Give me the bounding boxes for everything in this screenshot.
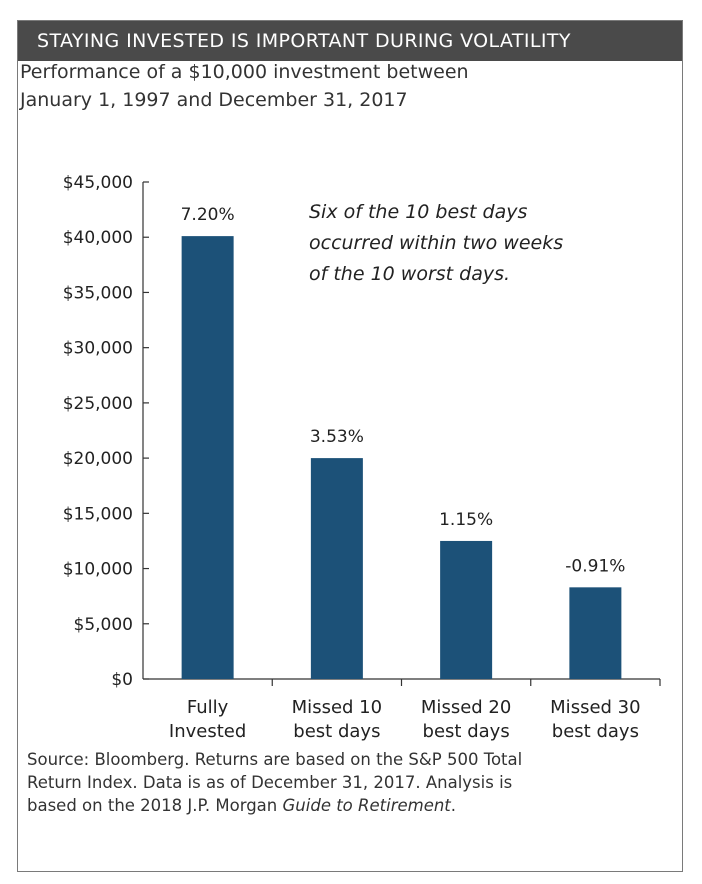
y-tick-label: $20,000 xyxy=(63,449,133,469)
chart-header: STAYING INVESTED IS IMPORTANT DURING VOL… xyxy=(18,21,682,61)
bars xyxy=(181,236,622,679)
chart-header-title: STAYING INVESTED IS IMPORTANT DURING VOL… xyxy=(37,30,571,52)
bar xyxy=(569,587,622,679)
x-category-label: best days xyxy=(293,721,380,742)
y-tick-label: $30,000 xyxy=(63,339,133,359)
source-line-2: Return Index. Data is as of December 31,… xyxy=(27,773,513,792)
source-line-3-prefix: based on the 2018 J.P. Morgan xyxy=(27,796,283,815)
source-guide-title: Guide to Retirement xyxy=(282,796,451,815)
x-category-label: Missed 20 xyxy=(421,697,511,718)
source-line-3-suffix: . xyxy=(450,796,457,815)
bar-chart: $0 $5,000 $10,000 $15,000 $20,000 $25,000 $30,… xyxy=(63,173,661,742)
x-category-label: Invested xyxy=(169,721,246,742)
bar-data-label: 1.15% xyxy=(439,510,493,530)
y-tick-label: $45,000 xyxy=(63,173,133,193)
bar-data-label: 3.53% xyxy=(310,427,364,447)
bar xyxy=(181,236,234,679)
chart-card: STAYING INVESTED IS IMPORTANT DURING VOL… xyxy=(17,20,683,872)
bar-data-label: 7.20% xyxy=(181,205,235,225)
y-tick-label: $0 xyxy=(111,670,133,690)
chart-annotation: Six of the 10 best days occurred within t… xyxy=(309,201,563,285)
y-tick-label: $35,000 xyxy=(63,283,133,303)
x-axis-labels: Fully Invested Missed 10 best days Missed 20… xyxy=(169,679,661,742)
source-line-1: Source: Bloomberg. Returns are based on … xyxy=(27,750,523,769)
x-category-label: best days xyxy=(552,721,639,742)
y-tick-label: $25,000 xyxy=(63,394,133,414)
chart-subtitle: Performance of a $10,000 investment betw… xyxy=(20,58,620,114)
x-category-label: Missed 30 xyxy=(550,697,640,718)
y-tick-label: $40,000 xyxy=(63,228,133,248)
bar xyxy=(440,540,493,679)
subtitle-line-2: January 1, 1997 and December 31, 2017 xyxy=(20,89,408,111)
source-note: Source: Bloomberg. Returns are based on … xyxy=(27,748,647,817)
bar-data-label: -0.91% xyxy=(565,556,625,576)
x-category-label: Missed 10 xyxy=(292,697,382,718)
x-category-label: best days xyxy=(423,721,510,742)
y-tick-label: $5,000 xyxy=(74,615,133,635)
source-line-3: based on the 2018 J.P. Morgan Guide to R… xyxy=(27,794,647,817)
annotation-line: Six of the 10 best days xyxy=(309,201,527,223)
x-category-label: Fully xyxy=(187,697,229,718)
y-tick-label: $15,000 xyxy=(63,504,133,524)
annotation-line: of the 10 worst days. xyxy=(309,263,510,285)
annotation-line: occurred within two weeks xyxy=(309,232,563,254)
y-tick-label: $10,000 xyxy=(63,560,133,580)
bar xyxy=(310,458,363,679)
subtitle-line-1: Performance of a $10,000 investment betw… xyxy=(20,61,469,83)
bar-data-labels: 7.20% 3.53% 1.15% -0.91% xyxy=(181,205,626,576)
